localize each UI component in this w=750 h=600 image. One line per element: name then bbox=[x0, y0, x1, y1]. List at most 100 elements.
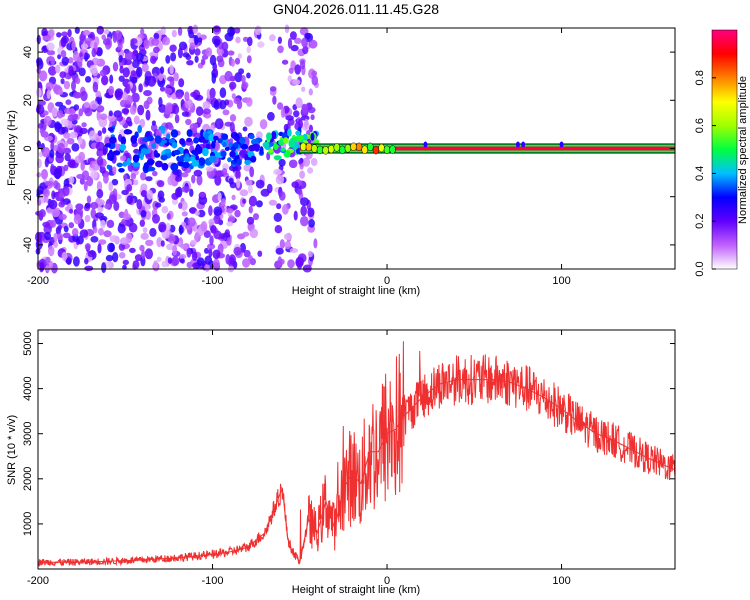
spectrogram-cell bbox=[273, 155, 282, 161]
spectrogram-cell bbox=[63, 80, 71, 90]
spectrogram-cell bbox=[58, 213, 67, 221]
spectrogram-cell bbox=[93, 226, 98, 234]
snr-y-tick-label: 3000 bbox=[22, 421, 34, 445]
spectrogram-cell bbox=[61, 31, 68, 37]
spectrogram-cell bbox=[142, 227, 148, 234]
spectrogram-cell bbox=[266, 183, 273, 194]
spectrogram-cell bbox=[158, 221, 167, 233]
spectrogram-cell bbox=[62, 185, 70, 197]
spectrogram-cell bbox=[287, 128, 292, 137]
spectrogram-cell bbox=[36, 57, 43, 66]
spectrogram-cell bbox=[133, 179, 139, 186]
spectrogram-cell bbox=[160, 129, 166, 134]
spectrogram-cell bbox=[308, 39, 318, 49]
spectrogram-cell bbox=[219, 99, 227, 110]
spectrogram-cell bbox=[96, 181, 103, 192]
spectrogram-cell bbox=[280, 107, 286, 118]
spectrogram-cell bbox=[102, 74, 108, 86]
spectrogram-cell bbox=[148, 166, 156, 172]
carrier-bead bbox=[355, 142, 363, 152]
spectrogram-cell bbox=[63, 225, 69, 233]
spectrogram-cell bbox=[77, 136, 83, 145]
spectrogram-cell bbox=[268, 148, 274, 153]
spectrogram-cell bbox=[277, 36, 282, 44]
spectrogram-cell bbox=[231, 194, 236, 201]
spectrogram-cell bbox=[112, 61, 119, 72]
spectrogram-cell bbox=[196, 257, 205, 266]
spectrogram-cell bbox=[283, 137, 289, 144]
spectrogram-cell bbox=[101, 262, 107, 274]
spectrogram-cell bbox=[217, 138, 223, 144]
colorbar-gradient bbox=[711, 29, 738, 270]
spectrogram-cell bbox=[55, 154, 64, 164]
spectrogram-cell bbox=[244, 116, 253, 127]
spectrogram-cell bbox=[288, 159, 298, 169]
spectrogram-cell bbox=[90, 208, 97, 219]
spectrogram-cell bbox=[45, 34, 51, 41]
spectrogram-cell bbox=[201, 58, 206, 66]
spectrogram-cell bbox=[107, 152, 112, 159]
spectrogram-cell bbox=[188, 207, 197, 214]
spectrogram-cell bbox=[145, 176, 153, 182]
snr-x-tick-label: 100 bbox=[552, 575, 570, 587]
spectrogram-cell bbox=[121, 189, 129, 196]
spectrogram-cell bbox=[294, 37, 302, 45]
spectrogram-cell bbox=[177, 26, 183, 36]
spectrogram-cell bbox=[146, 189, 154, 200]
spectrogram-cell bbox=[194, 35, 199, 46]
spectrogram-cell bbox=[102, 148, 107, 156]
spectrogram-cell bbox=[269, 34, 276, 42]
spectrogram-cell bbox=[213, 206, 223, 216]
spectrogram-cell bbox=[83, 101, 90, 108]
spectrogram-cell bbox=[288, 139, 295, 148]
spectrogram-cell bbox=[262, 141, 270, 148]
spectrogram-cell bbox=[287, 75, 293, 82]
spectrogram-cell bbox=[211, 140, 216, 149]
spectrogram-cell bbox=[161, 260, 168, 268]
spectrogram-cell bbox=[89, 100, 99, 110]
spectrogram-cell bbox=[63, 164, 69, 172]
spectrogram-cell bbox=[41, 169, 48, 180]
spectrogram-cell bbox=[63, 178, 70, 189]
spectrogram-cell bbox=[204, 263, 210, 272]
spectrogram-cell bbox=[205, 47, 213, 57]
spectrogram-cell bbox=[515, 141, 520, 148]
spectrogram-x-tick-label: -100 bbox=[202, 275, 224, 287]
spectrogram-cell bbox=[129, 247, 136, 254]
spectrogram-cell bbox=[78, 108, 84, 117]
spectrogram-cell bbox=[307, 106, 316, 114]
spectrogram-cell bbox=[117, 42, 123, 51]
spectrogram-cell bbox=[62, 35, 69, 44]
spectrogram-cell bbox=[248, 255, 253, 262]
spectrogram-cell bbox=[277, 256, 283, 267]
spectrogram-cell bbox=[130, 38, 138, 45]
spectrogram-cell bbox=[168, 124, 174, 131]
spectrogram-cell bbox=[73, 256, 80, 267]
spectrogram-cell bbox=[107, 127, 114, 132]
spectrogram-cell bbox=[277, 45, 284, 54]
spectrogram-cell bbox=[81, 122, 87, 128]
spectrogram-cell bbox=[213, 38, 221, 46]
spectrogram-cell bbox=[121, 108, 130, 115]
spectrogram-cell bbox=[287, 259, 295, 269]
spectrogram-cell bbox=[283, 150, 291, 158]
spectrogram-cell bbox=[153, 46, 160, 54]
spectrogram-y-axis-label: Frequency (Hz) bbox=[6, 110, 18, 186]
spectrogram-y-tick-label: -40 bbox=[22, 237, 34, 253]
spectrogram-cell bbox=[59, 71, 67, 79]
spectrogram-cell bbox=[174, 114, 180, 124]
spectrogram-cell bbox=[71, 228, 79, 237]
spectrogram-cell bbox=[239, 136, 246, 144]
spectrogram-cell bbox=[226, 208, 234, 214]
spectrogram-cell bbox=[209, 54, 217, 66]
spectrogram-cell bbox=[240, 143, 248, 150]
spectrogram-cell bbox=[213, 135, 219, 141]
spectrogram-cell bbox=[130, 70, 136, 77]
spectrogram-cell bbox=[90, 170, 98, 180]
spectrogram-cell bbox=[181, 111, 190, 117]
carrier-line bbox=[299, 146, 675, 151]
spectrogram-cell bbox=[42, 221, 51, 228]
spectrogram-cell bbox=[281, 132, 288, 140]
spectrogram-cell bbox=[242, 258, 251, 268]
spectrogram-cell bbox=[293, 110, 300, 118]
